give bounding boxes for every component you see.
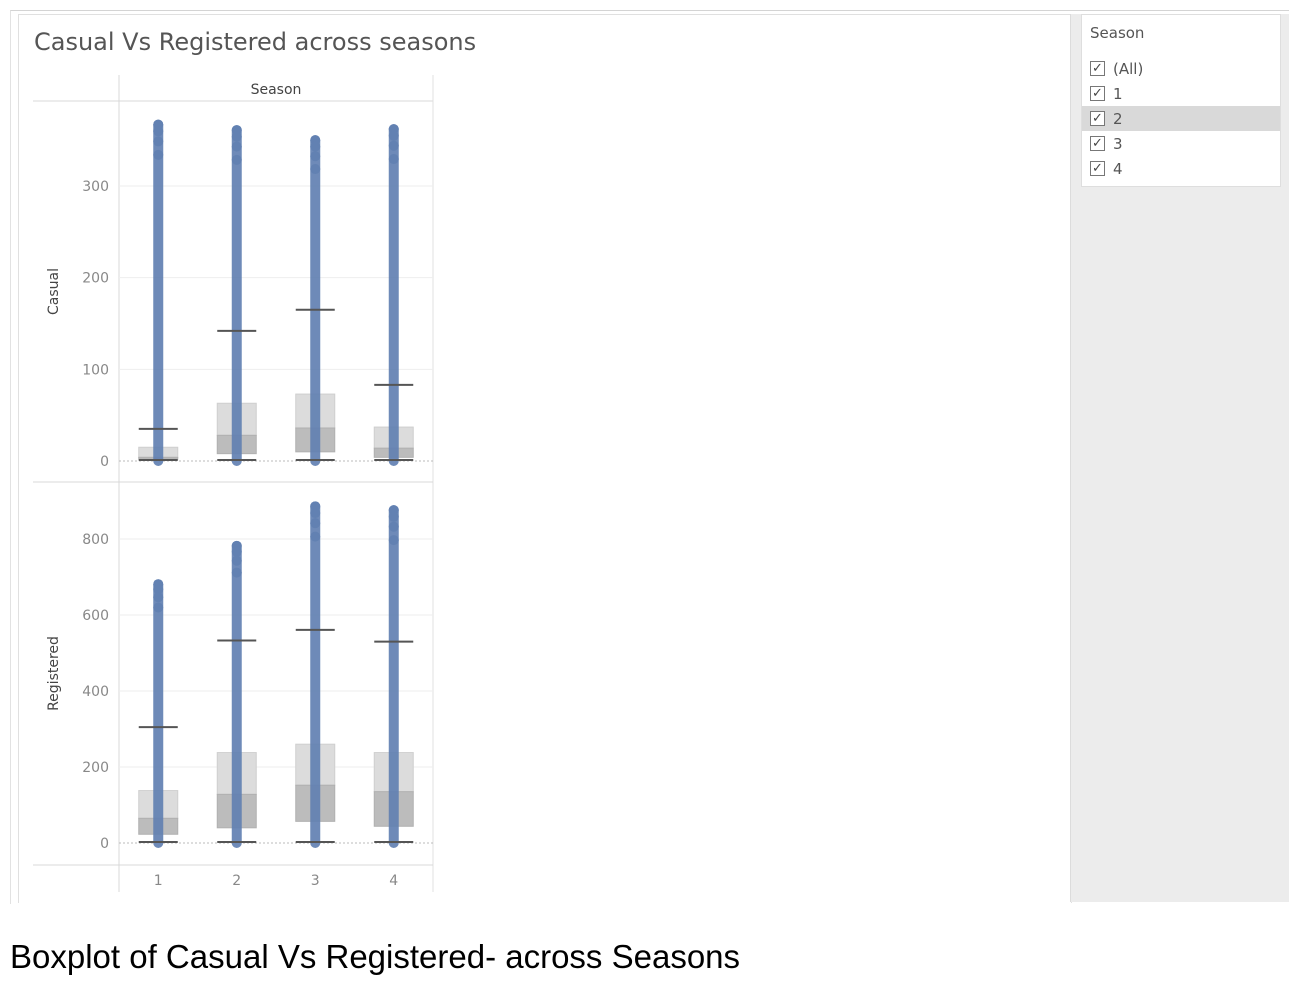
filter-item-3[interactable]: ✓ 3	[1082, 131, 1280, 156]
y-tick-label: 200	[82, 760, 109, 776]
outlier-point-3	[310, 141, 321, 152]
outlier-point-1	[153, 592, 164, 603]
x-tick-label: 2	[232, 873, 241, 889]
outlier-point-3	[310, 151, 321, 162]
outlier-point-2	[231, 141, 242, 152]
y-tick-label: 0	[100, 454, 109, 470]
y-tick-label: 300	[82, 179, 109, 195]
worksheet-view	[18, 14, 1072, 903]
outlier-point-1	[153, 584, 164, 595]
filter-pane: Season ✓ (All) ✓ 1 ✓ 2 ✓ 3 ✓ 4	[1070, 14, 1289, 902]
y-tick-label: 400	[82, 684, 109, 700]
outlier-point-2	[231, 131, 242, 142]
outlier-point-3	[310, 518, 321, 529]
filter-title: Season	[1090, 24, 1145, 42]
x-tick-label: 1	[154, 873, 163, 889]
outlier-point-2	[231, 546, 242, 557]
outlier-point-2	[231, 555, 242, 566]
filter-item-label: 3	[1113, 134, 1123, 153]
checkbox-icon[interactable]: ✓	[1090, 136, 1105, 151]
x-tick-label: 4	[389, 873, 398, 889]
chart-title: Casual Vs Registered across seasons	[34, 28, 477, 56]
boxplot-chart[interactable]: Season Casual 0 100 200 300 Registered 0 200 400 6…	[0, 0, 1070, 910]
filter-item-label: (All)	[1113, 59, 1144, 78]
y-axis-title: Casual	[46, 268, 62, 315]
column-header: Season	[251, 82, 302, 98]
checkbox-icon[interactable]: ✓	[1090, 111, 1105, 126]
figure-caption: Boxplot of Casual Vs Registered- across …	[10, 938, 741, 975]
y-tick-label: 200	[82, 271, 109, 287]
checkbox-icon[interactable]: ✓	[1090, 161, 1105, 176]
outlier-point-1	[153, 136, 164, 147]
filter-item-label: 1	[1113, 84, 1123, 103]
outlier-point-4	[388, 154, 399, 165]
y-tick-label: 600	[82, 608, 109, 624]
outlier-point-2	[231, 154, 242, 165]
checkbox-icon[interactable]: ✓	[1090, 61, 1105, 76]
outlier-point-3	[310, 164, 321, 175]
filter-list: ✓ (All) ✓ 1 ✓ 2 ✓ 3 ✓ 4	[1082, 56, 1280, 181]
outlier-point-4	[388, 535, 399, 546]
outlier-point-1	[153, 602, 164, 613]
filter-item-label: 4	[1113, 159, 1123, 178]
season-filter-card: Season ✓ (All) ✓ 1 ✓ 2 ✓ 3 ✓ 4	[1081, 14, 1281, 187]
filter-item-2[interactable]: ✓ 2	[1082, 106, 1280, 131]
filter-item-label: 2	[1113, 109, 1123, 128]
outlier-point-3	[310, 531, 321, 542]
outlier-point-4	[388, 521, 399, 532]
outlier-point-3	[310, 508, 321, 519]
outlier-point-1	[153, 149, 164, 160]
x-tick-label: 3	[311, 873, 320, 889]
outlier-point-4	[388, 511, 399, 522]
y-tick-label: 100	[82, 362, 109, 378]
filter-item-4[interactable]: ✓ 4	[1082, 156, 1280, 181]
y-tick-label: 800	[82, 532, 109, 548]
outlier-point-1	[153, 126, 164, 137]
y-tick-label: 0	[100, 836, 109, 852]
filter-item-1[interactable]: ✓ 1	[1082, 81, 1280, 106]
outlier-point-4	[388, 140, 399, 151]
filter-item-all[interactable]: ✓ (All)	[1082, 56, 1280, 81]
outlier-point-2	[231, 567, 242, 578]
y-axis-title: Registered	[46, 636, 62, 711]
outlier-point-4	[388, 130, 399, 141]
checkbox-icon[interactable]: ✓	[1090, 86, 1105, 101]
